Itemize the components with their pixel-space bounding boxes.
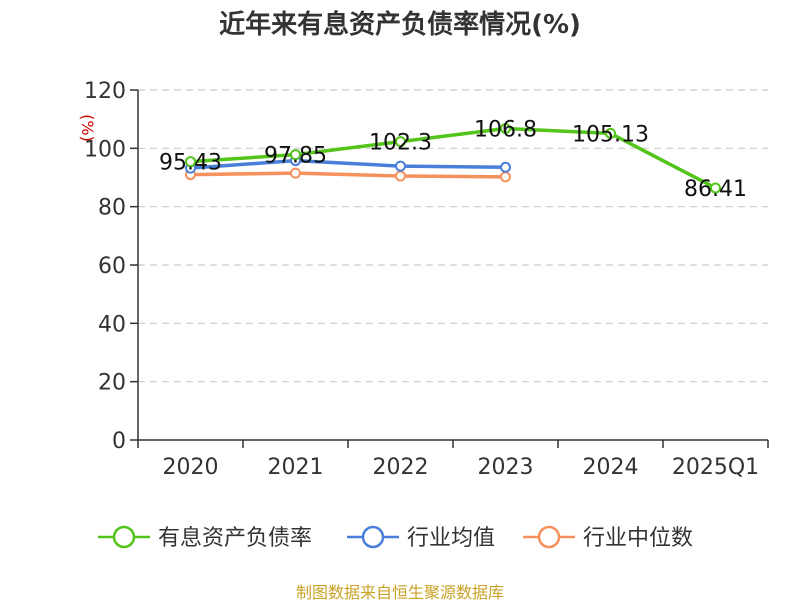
- y-tick-label: 60: [98, 254, 126, 279]
- x-tick-label: 2022: [373, 455, 429, 480]
- data-point: [605, 127, 616, 139]
- data-point: [500, 123, 511, 134]
- data-point: [290, 149, 301, 161]
- legend-label: 行业中位数: [583, 526, 693, 551]
- series-line: [190, 126, 717, 190]
- data-point: [710, 182, 721, 194]
- y-tick-label: 20: [98, 371, 126, 396]
- data-label: 105.13: [572, 122, 649, 147]
- x-tick-labels: 2020 2021 2022 2023 2024 2025Q1: [163, 455, 760, 480]
- y-axis-label: (%): [78, 114, 97, 142]
- y-tick-label: 100: [84, 137, 126, 162]
- x-tick-label: 2025Q1: [672, 455, 759, 480]
- data-label: 95.43: [159, 151, 222, 176]
- y-tick-label: 0: [112, 429, 126, 454]
- legend-label: 行业均值: [407, 526, 495, 551]
- legend-marker: [112, 525, 136, 549]
- x-tick-label: 2020: [163, 455, 219, 480]
- data-point: [395, 136, 406, 148]
- data-point: [395, 170, 406, 182]
- y-tick-label: 120: [84, 79, 126, 104]
- data-point: [290, 167, 301, 179]
- y-tick-label: 40: [98, 312, 126, 337]
- data-label: 106.8: [474, 118, 537, 143]
- x-tick-label: 2023: [478, 455, 534, 480]
- data-point: [500, 161, 511, 173]
- data-label: 97.85: [264, 144, 327, 169]
- grid-lines: [138, 89, 768, 383]
- legend: 有息资产负债率 行业均值 行业中位数: [98, 525, 693, 551]
- series-line: [190, 171, 506, 179]
- data-labels: 95.43 97.85 102.3 106.8 105.13 86.41: [159, 118, 747, 202]
- data-point: [500, 171, 511, 183]
- data-label: 86.41: [684, 177, 747, 202]
- series-group: [185, 123, 721, 194]
- axes: [130, 89, 769, 448]
- data-point: [185, 156, 196, 168]
- legend-marker: [361, 525, 385, 549]
- legend-label: 有息资产负债率: [158, 526, 312, 551]
- y-tick-label: 80: [98, 196, 126, 221]
- chart-title: 近年来有息资产负债率情况(%): [219, 10, 581, 40]
- legend-marker: [537, 525, 561, 549]
- y-tick-labels: 0 20 40 60 80 100 120: [84, 79, 126, 454]
- x-tick-label: 2021: [268, 455, 324, 480]
- data-source-note: 制图数据来自恒生聚源数据库: [295, 583, 504, 602]
- x-tick-label: 2024: [583, 455, 639, 480]
- series-line: [190, 158, 506, 170]
- data-point: [395, 160, 406, 172]
- data-label: 102.3: [369, 131, 432, 156]
